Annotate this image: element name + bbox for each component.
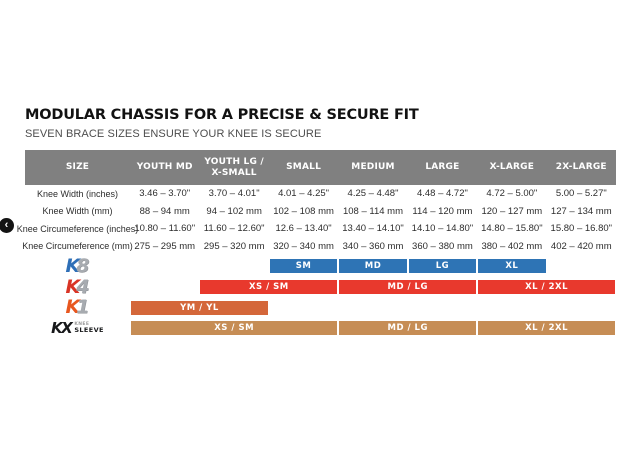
column-header-medium: MEDIUM (351, 162, 395, 172)
column-header-small: SMALL (286, 162, 321, 172)
row-label: Knee Circumeference (mm) (22, 241, 133, 252)
table-cell: 320 – 340 mm (273, 240, 334, 252)
table-cell: 127 – 134 mm (550, 205, 612, 217)
column-header-youth-md: YOUTH MD (136, 162, 193, 172)
table-cell: 4.25 – 4.48" (347, 188, 399, 200)
table-cell: 13.40 – 14.10" (342, 223, 404, 235)
table-cell: 120 – 127 mm (481, 205, 543, 217)
size-table-header: SIZE YOUTH MD YOUTH LG / X-SMALL SMALL M… (25, 150, 616, 185)
kx-logo-knee-label: KNEE (74, 322, 90, 328)
table-cell: 295 – 320 mm (203, 240, 265, 252)
k1-logo-letter: K (65, 296, 81, 319)
kx-bar-xl-2xl: XL / 2XL (478, 321, 615, 336)
table-cell: 10.80 – 11.60" (134, 223, 196, 235)
brace-row-kx: KX KNEE SLEEVE XS / SM MD / LG XL / 2XL (25, 318, 616, 339)
table-cell: 94 – 102 mm (206, 205, 262, 217)
table-cell: 380 – 402 mm (481, 240, 543, 252)
table-row-knee-circumference-inches: Knee Circumeference (inches) 10.80 – 11.… (16, 220, 616, 238)
table-cell: 4.72 – 5.00" (486, 188, 538, 200)
table-cell: 275 – 295 mm (134, 240, 196, 252)
carousel-prev-button[interactable]: ‹ (0, 218, 14, 233)
kx-sleeve-logo: KX KNEE SLEEVE (25, 318, 130, 337)
k8-logo-letter: K (65, 254, 81, 277)
table-cell: 4.48 – 4.72" (416, 188, 468, 200)
table-cell: 12.6 – 13.40" (275, 223, 332, 235)
table-cell: 88 – 94 mm (139, 205, 190, 217)
kx-bar-md-lg: MD / LG (339, 321, 477, 336)
table-row-knee-circumference-mm: Knee Circumeference (mm) 275 – 295 mm 29… (22, 238, 616, 256)
k4-bar-md-lg: MD / LG (339, 280, 477, 295)
size-table: SIZE YOUTH MD YOUTH LG / X-SMALL SMALL M… (16, 150, 616, 256)
k8-logo-digit: 8 (76, 254, 90, 277)
k4-bar-xs-sm: XS / SM (200, 280, 338, 295)
page-title: MODULAR CHASSIS FOR A PRECISE & SECURE F… (25, 107, 419, 123)
page-subtitle: SEVEN BRACE SIZES ENSURE YOUR KNEE IS SE… (25, 128, 322, 140)
k8-bar-xl: XL (478, 259, 546, 274)
column-header-2x-large: 2X-LARGE (555, 162, 607, 172)
k4-logo-letter: K (65, 275, 81, 298)
k1-logo-digit: 1 (76, 296, 90, 319)
kx-logo-subtext: KNEE SLEEVE (74, 322, 104, 334)
column-header-size: SIZE (65, 162, 90, 172)
table-cell: 114 – 120 mm (412, 205, 473, 217)
k8-bar-md: MD (339, 259, 407, 274)
column-header-youth-lg-x-small: YOUTH LG / X-SMALL (204, 156, 264, 178)
table-cell: 3.46 – 3.70" (139, 188, 191, 200)
table-row-knee-width-inches: Knee Width (inches) 3.46 – 3.70" 3.70 – … (25, 185, 616, 203)
column-header-large: LARGE (425, 162, 460, 172)
kx-logo-letters: KX (51, 318, 73, 337)
table-row-knee-width-mm: Knee Width (mm) 88 – 94 mm 94 – 102 mm 1… (25, 203, 616, 221)
table-cell: 14.80 – 15.80" (481, 223, 543, 235)
table-cell: 360 – 380 mm (412, 240, 473, 252)
k1-bar-ym-yl: YM / YL (131, 300, 268, 315)
table-cell: 102 – 108 mm (273, 205, 334, 217)
table-cell: 402 – 420 mm (550, 240, 612, 252)
table-cell: 4.01 – 4.25" (278, 188, 330, 200)
kx-bar-xs-sm: XS / SM (131, 321, 338, 336)
kx-logo-sleeve-label: SLEEVE (74, 326, 104, 335)
table-cell: 5.00 – 5.27" (555, 188, 607, 200)
table-cell: 14.10 – 14.80" (411, 223, 474, 235)
table-cell: 108 – 114 mm (342, 205, 403, 217)
k8-bar-lg: LG (408, 259, 477, 274)
chevron-left-icon: ‹ (4, 218, 9, 231)
table-cell: 15.80 – 16.80" (550, 223, 613, 235)
k4-bar-xl-2xl: XL / 2XL (478, 280, 615, 295)
row-label: Knee Width (mm) (42, 206, 113, 217)
k8-bar-sm: SM (269, 259, 338, 274)
row-label: Knee Width (inches) (36, 188, 119, 199)
table-cell: 3.70 – 4.01" (208, 188, 260, 200)
table-cell: 340 – 360 mm (342, 240, 404, 252)
table-cell: 11.60 – 12.60" (203, 223, 265, 235)
row-label: Knee Circumeference (inches) (16, 223, 139, 234)
column-header-x-large: X-LARGE (489, 162, 535, 172)
k4-logo-digit: 4 (76, 275, 90, 298)
